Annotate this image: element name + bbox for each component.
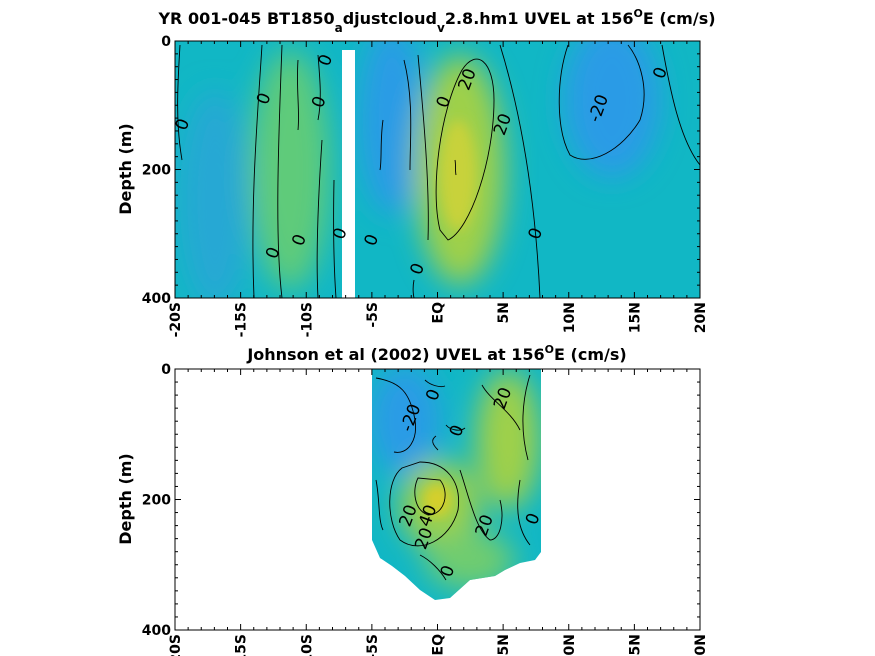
top-heatmap xyxy=(175,41,700,298)
top-y-tick-label: 200 xyxy=(142,163,171,179)
top-chart-title-mid1: djustcloud xyxy=(343,9,437,28)
bottom-x-tick-label: -15S xyxy=(234,634,250,656)
bottom-chart-title-end: E (cm/s) xyxy=(554,345,627,364)
top-x-tick-label: 20N xyxy=(693,302,709,333)
bottom-chart-title-main: Johnson et al (2002) UVEL at 156 xyxy=(246,345,544,364)
top-field-positive-peak xyxy=(440,120,476,230)
top-chart-title-main: YR 001-045 BT1850 xyxy=(157,9,334,28)
top-axis-ticks: -20S -15S -10S -5S EQ 5N 10N 15N 20N 0 200 400 xyxy=(142,34,709,337)
top-x-tick-label: -15S xyxy=(234,302,250,337)
top-missing-data-gap xyxy=(342,50,355,298)
top-chart-title: YR 001-045 BT1850adjustcloudv2.8.hm1 UVE… xyxy=(157,7,715,35)
top-x-tick-label: 5N xyxy=(496,302,512,323)
bottom-y-axis-label: Depth (m) xyxy=(116,453,135,545)
bottom-chart-title-degree: O xyxy=(545,343,554,356)
top-field-negative-south xyxy=(360,41,424,215)
bottom-x-tick-label: -10S xyxy=(299,634,315,656)
top-chart-title-end: E (cm/s) xyxy=(643,9,716,28)
top-chart-title-sub2: v xyxy=(437,21,445,35)
top-x-tick-label: 15N xyxy=(627,302,643,333)
top-chart-title-degree: O xyxy=(634,7,643,20)
bottom-chart-title: Johnson et al (2002) UVEL at 156OE (cm/s… xyxy=(246,343,626,364)
top-y-tick-label: 400 xyxy=(142,291,171,307)
top-x-tick-label: -5S xyxy=(365,302,381,328)
bottom-x-tick-label: EQ xyxy=(431,634,447,656)
top-chart-title-mid2: 2.8.hm1 UVEL at 156 xyxy=(445,9,634,28)
top-x-tick-label: -20S xyxy=(168,302,184,337)
bottom-heatmap xyxy=(372,369,541,600)
bottom-x-tick-label: 5N xyxy=(496,634,512,655)
top-y-axis-label: Depth (m) xyxy=(116,123,135,215)
bottom-x-tick-label: -5S xyxy=(365,634,381,656)
top-x-tick-label: 10N xyxy=(562,302,578,333)
bottom-x-tick-label: 10N xyxy=(562,634,578,656)
top-x-tick-label: -10S xyxy=(299,302,315,337)
top-chart-title-sub1: a xyxy=(335,21,343,35)
top-x-tick-label: EQ xyxy=(431,302,447,324)
bottom-axis-ticks: -20S -15S -10S -5S EQ 5N 10N 15N 20N 0 200 400 xyxy=(142,362,709,656)
top-contour-lines xyxy=(177,44,700,298)
bottom-x-tick-label: 20N xyxy=(693,634,709,656)
bottom-field-positive-south xyxy=(425,530,515,590)
top-field-positive-west xyxy=(250,50,330,290)
top-y-tick-label: 0 xyxy=(161,34,171,50)
bottom-y-tick-label: 200 xyxy=(142,493,171,509)
bottom-y-tick-label: 400 xyxy=(142,623,171,639)
bottom-x-tick-label: 15N xyxy=(627,634,643,656)
bottom-y-tick-label: 0 xyxy=(161,362,171,378)
bottom-chart: -20S -15S -10S -5S EQ 5N 10N 15N 20N 0 200 400 0 -20… xyxy=(116,343,709,656)
bottom-field-positive-peak xyxy=(423,484,451,516)
bottom-contour-lines xyxy=(375,374,531,581)
bottom-field-negative-top xyxy=(372,369,440,475)
top-field-negative-wide xyxy=(180,90,250,298)
top-field-negative-east xyxy=(564,41,660,178)
bottom-x-tick-label: -20S xyxy=(168,634,184,656)
